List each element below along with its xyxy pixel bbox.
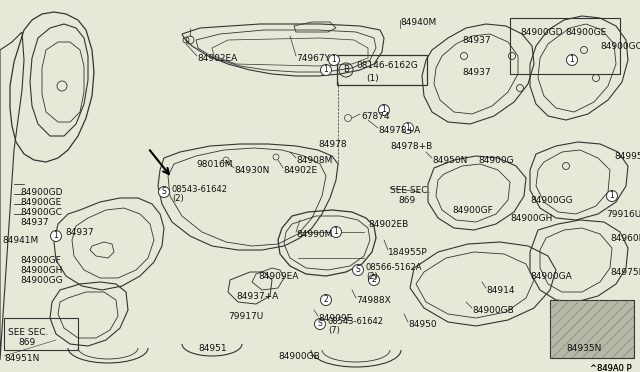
- Text: 84900GG: 84900GG: [20, 276, 63, 285]
- Text: 84908M: 84908M: [296, 156, 332, 165]
- Circle shape: [369, 275, 380, 285]
- Text: 74967Y: 74967Y: [296, 54, 330, 63]
- Text: ^849A0 P: ^849A0 P: [590, 364, 632, 372]
- Text: 84937: 84937: [462, 36, 491, 45]
- Circle shape: [314, 318, 326, 330]
- Text: 184955P: 184955P: [388, 248, 428, 257]
- Text: 1: 1: [610, 192, 614, 201]
- Text: 84900GB: 84900GB: [472, 306, 514, 315]
- Text: 84950N: 84950N: [432, 156, 467, 165]
- Text: 1: 1: [332, 55, 337, 64]
- Text: 869: 869: [18, 338, 35, 347]
- Text: 84900GH: 84900GH: [510, 214, 552, 223]
- Text: 84940M: 84940M: [400, 18, 436, 27]
- Text: 84900GC: 84900GC: [20, 208, 62, 217]
- Text: 869: 869: [398, 196, 415, 205]
- Text: 84975R: 84975R: [610, 268, 640, 277]
- Text: 1: 1: [324, 65, 328, 74]
- Text: 84978+A: 84978+A: [378, 126, 420, 135]
- Circle shape: [353, 264, 364, 276]
- Text: 84937: 84937: [20, 218, 49, 227]
- Text: (7): (7): [328, 327, 340, 336]
- Text: 84900GE: 84900GE: [565, 28, 606, 37]
- Text: 84900GG: 84900GG: [530, 196, 573, 205]
- Text: 84951: 84951: [198, 344, 227, 353]
- Text: 84978: 84978: [318, 140, 347, 149]
- Text: 1: 1: [570, 55, 574, 64]
- Text: 1: 1: [406, 124, 410, 132]
- Text: 84902E: 84902E: [283, 166, 317, 175]
- Circle shape: [607, 190, 618, 202]
- Text: 1: 1: [54, 231, 58, 241]
- Text: 08543-61642: 08543-61642: [328, 317, 384, 327]
- Text: 84900GE: 84900GE: [20, 198, 61, 207]
- Text: 84900GC: 84900GC: [600, 42, 640, 51]
- Text: 84900GH: 84900GH: [20, 266, 62, 275]
- Text: S: S: [317, 320, 323, 328]
- Circle shape: [328, 55, 339, 65]
- Polygon shape: [550, 300, 634, 358]
- Text: 84990M: 84990M: [296, 230, 332, 239]
- Text: 84909EA: 84909EA: [258, 272, 298, 281]
- Text: 84978+B: 84978+B: [390, 142, 432, 151]
- Text: 79916U: 79916U: [606, 210, 640, 219]
- Text: 84935N: 84935N: [566, 344, 602, 353]
- Text: SEE SEC.: SEE SEC.: [390, 186, 430, 195]
- Text: S: S: [162, 187, 166, 196]
- Text: 84909E: 84909E: [318, 314, 352, 323]
- Circle shape: [378, 105, 390, 115]
- Text: 84900GD: 84900GD: [20, 188, 63, 197]
- Text: 84900GF: 84900GF: [452, 206, 493, 215]
- Text: 08543-61642: 08543-61642: [172, 186, 228, 195]
- Text: 84900GD: 84900GD: [520, 28, 563, 37]
- Text: 84900GF: 84900GF: [20, 256, 61, 265]
- Text: 08566-5162A: 08566-5162A: [366, 263, 422, 273]
- Text: 84900G: 84900G: [478, 156, 514, 165]
- Circle shape: [403, 122, 413, 134]
- Text: 84951N: 84951N: [4, 354, 40, 363]
- Text: 74988X: 74988X: [356, 296, 391, 305]
- Text: 84995: 84995: [614, 152, 640, 161]
- Text: SEE SEC.: SEE SEC.: [8, 328, 49, 337]
- Text: (2): (2): [366, 273, 378, 282]
- Text: 84900GA: 84900GA: [530, 272, 572, 281]
- Text: ^849A0 P: ^849A0 P: [590, 364, 632, 372]
- Circle shape: [321, 64, 332, 76]
- Text: 84950: 84950: [408, 320, 436, 329]
- Text: 84941M: 84941M: [2, 236, 38, 245]
- Circle shape: [321, 295, 332, 305]
- Text: 98016M: 98016M: [196, 160, 232, 169]
- Text: 2: 2: [372, 276, 376, 285]
- Text: 79917U: 79917U: [228, 312, 263, 321]
- Text: 84900GB: 84900GB: [278, 352, 320, 361]
- Text: 84930N: 84930N: [234, 166, 269, 175]
- Text: 84902EB: 84902EB: [368, 220, 408, 229]
- Text: 2: 2: [324, 295, 328, 305]
- Text: 1: 1: [381, 106, 387, 115]
- Circle shape: [566, 55, 577, 65]
- Text: S: S: [356, 266, 360, 275]
- Text: 67874: 67874: [361, 112, 390, 121]
- Circle shape: [330, 227, 342, 237]
- Text: 84937: 84937: [462, 68, 491, 77]
- Text: 08146-6162G: 08146-6162G: [356, 61, 418, 71]
- Text: B: B: [343, 65, 349, 74]
- Text: 1: 1: [333, 228, 339, 237]
- Text: (2): (2): [172, 195, 184, 203]
- Text: 84960F: 84960F: [610, 234, 640, 243]
- Text: 84937+A: 84937+A: [236, 292, 278, 301]
- Text: (1): (1): [366, 74, 379, 83]
- Text: 84914: 84914: [486, 286, 515, 295]
- Circle shape: [159, 186, 170, 198]
- Text: 84902EA: 84902EA: [197, 54, 237, 63]
- Text: 84937: 84937: [65, 228, 93, 237]
- Circle shape: [51, 231, 61, 241]
